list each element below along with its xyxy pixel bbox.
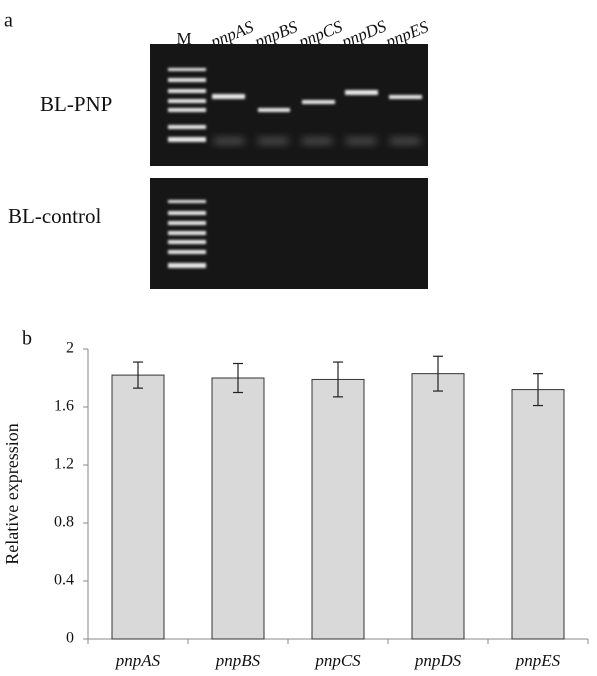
x-tick-label: pnpCS: [314, 651, 361, 670]
row-label: BL-PNP: [40, 92, 112, 116]
marker-label: M: [176, 29, 191, 48]
gel-bottom: [150, 178, 428, 289]
gel-top: [150, 44, 428, 166]
y-tick-label: 0: [66, 630, 74, 647]
y-tick-label: 0.8: [54, 514, 74, 531]
error-bar: [133, 361, 143, 389]
panel-label: b: [22, 328, 32, 350]
row-label: BL-control: [8, 204, 101, 228]
bar: [211, 377, 265, 640]
x-tick-label: pnpDS: [414, 651, 462, 670]
bar: [111, 374, 165, 640]
x-tick-label: pnpES: [515, 651, 561, 670]
y-tick-label: 2: [66, 340, 74, 357]
error-bar: [433, 355, 443, 392]
plot: 0 0.4 0.8 1.2 1.6 2 pnpAS pnpBS pnpCS pnpDS pnpES: [54, 340, 589, 670]
bar: [411, 373, 465, 640]
y-axis-label: Relative expression: [2, 423, 22, 564]
bar: [311, 378, 365, 640]
y-tick-label: 0.4: [54, 572, 74, 589]
x-tick-label: pnpAS: [115, 651, 161, 670]
error-bar: [533, 373, 543, 407]
panel-label: a: [4, 10, 13, 32]
error-bar: [233, 362, 243, 394]
y-tick-label: 1.6: [54, 398, 74, 415]
bar: [511, 389, 565, 640]
error-bar: [333, 361, 343, 398]
y-tick-label: 1.2: [54, 456, 74, 473]
x-tick-label: pnpBS: [215, 651, 261, 670]
